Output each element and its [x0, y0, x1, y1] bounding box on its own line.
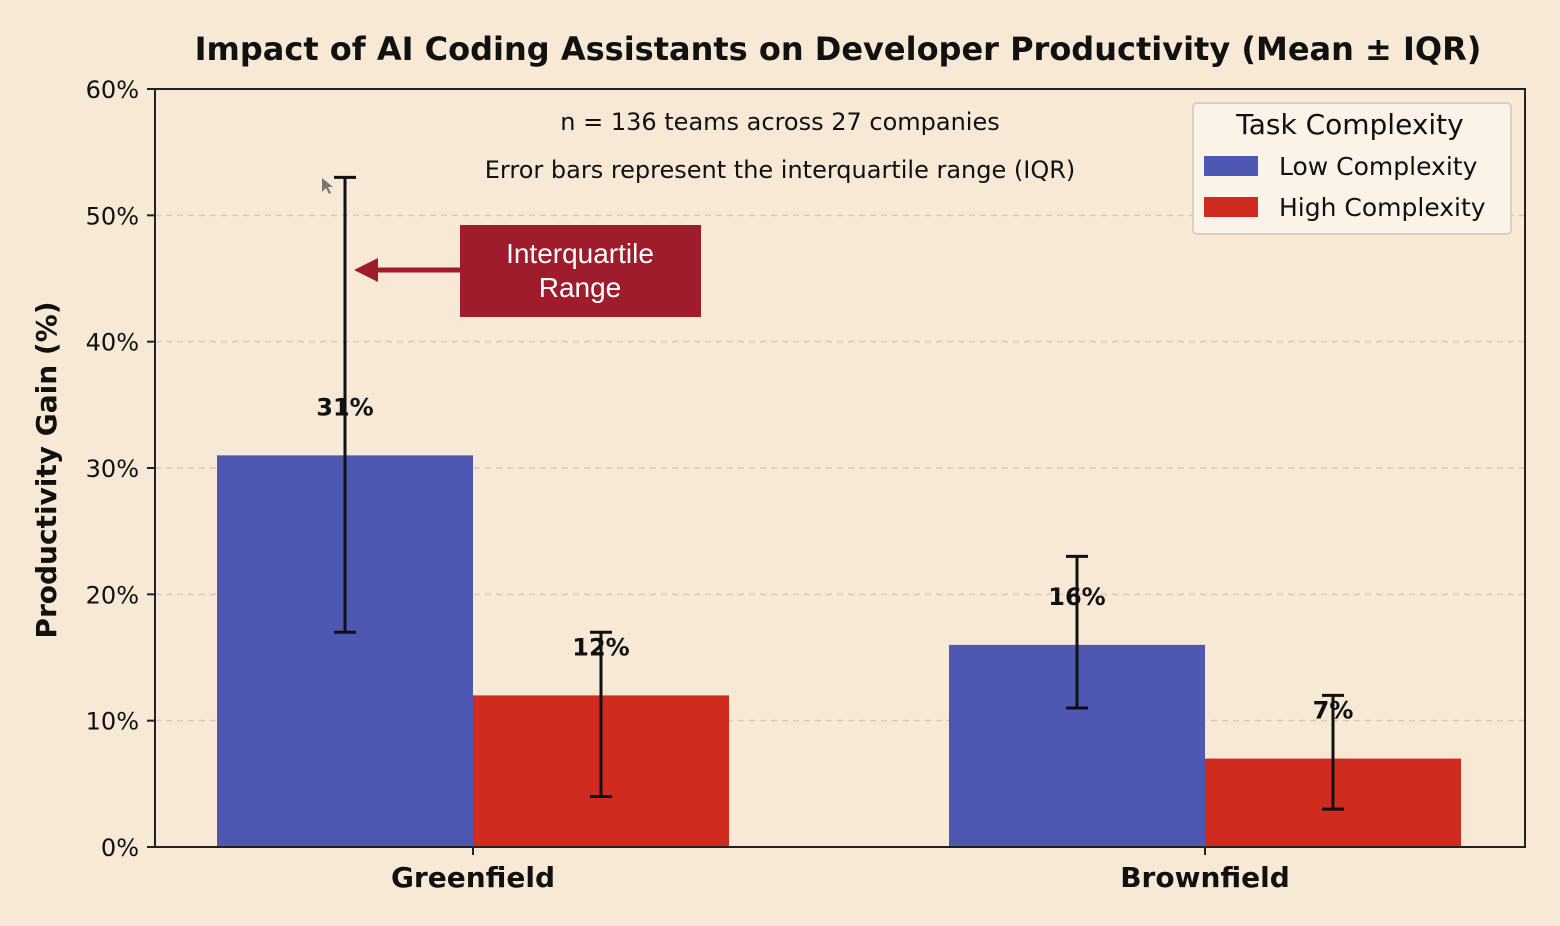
bar-value-label: 31% — [316, 393, 373, 421]
y-axis-label: Productivity Gain (%) — [30, 301, 63, 638]
iqr-callout: Interquartile Range — [354, 225, 701, 317]
x-category-label: Brownfield — [1120, 861, 1290, 894]
chart-title: Impact of AI Coding Assistants on Develo… — [195, 30, 1482, 68]
bars-layer — [217, 455, 1461, 847]
bar-label-layer: 31% 16% 12% 7% — [316, 393, 1353, 724]
legend-label-low-complexity: Low Complexity — [1279, 152, 1478, 181]
legend-box — [1192, 102, 1512, 235]
bar-value-label: 16% — [1048, 583, 1105, 611]
legend-label-high-complexity: High Complexity — [1279, 193, 1486, 222]
callout-line-1: Interquartile — [506, 238, 654, 269]
y-tick-label: 60% — [86, 76, 139, 104]
legend-swatch-high-complexity — [1204, 197, 1258, 217]
annotation-error-bars: Error bars represent the interquartile r… — [485, 156, 1076, 184]
y-tick-label: 30% — [86, 455, 139, 483]
y-tick-label: 50% — [86, 202, 139, 230]
errorbar-layer — [334, 175, 1344, 811]
y-tick-label: 10% — [86, 708, 139, 736]
legend-swatch-low-complexity — [1204, 156, 1258, 176]
legend: Task Complexity Low Complexity High Comp… — [1192, 102, 1512, 235]
bar-value-label: 7% — [1313, 697, 1354, 725]
y-tick-label: 40% — [86, 329, 139, 357]
x-category-label: Greenfield — [391, 861, 555, 894]
annotation-sample-size: n = 136 teams across 27 companies — [560, 108, 1000, 136]
y-tick-label: 0% — [101, 834, 139, 862]
callout-arrow-head-icon — [354, 258, 378, 282]
legend-title: Task Complexity — [1235, 108, 1463, 141]
callout-line-2: Range — [539, 272, 622, 303]
callout-box — [460, 225, 701, 317]
bar-value-label: 12% — [572, 634, 629, 662]
mouse-cursor-icon — [322, 178, 333, 194]
axis-layer: 0% 10% 20% 30% 40% 50% 60% Greenfield Brownfield — [86, 76, 1290, 894]
y-tick-label: 20% — [86, 581, 139, 609]
plot-frame — [154, 88, 1526, 848]
grid-layer — [155, 214, 1525, 722]
